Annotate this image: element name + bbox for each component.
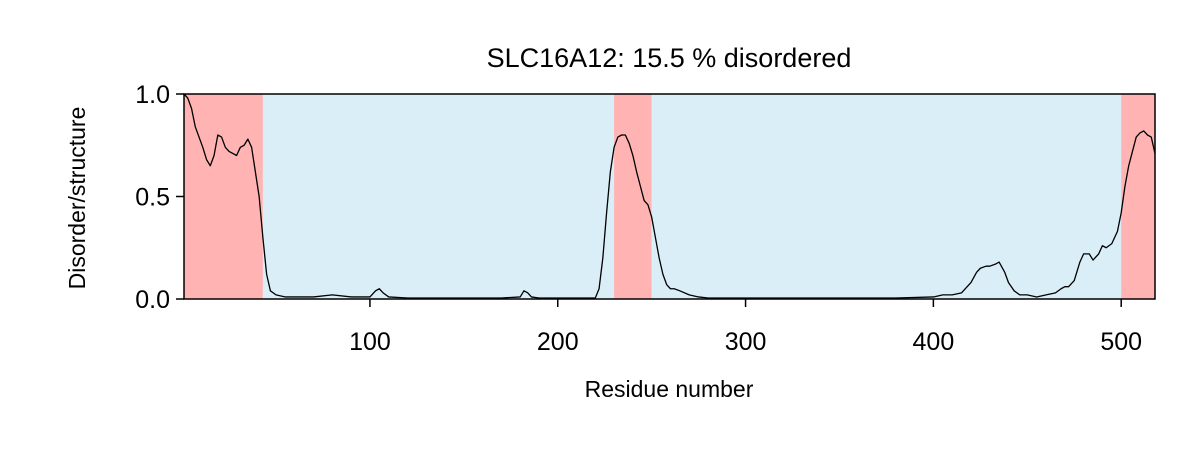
structured-region-band	[262, 94, 615, 299]
chart-title: SLC16A12: 15.5 % disordered	[487, 43, 852, 73]
y-tick-label: 0.5	[135, 184, 170, 212]
x-tick-label: 300	[725, 328, 767, 356]
disordered-region-band	[1121, 94, 1155, 299]
disordered-region-band	[184, 94, 263, 299]
x-axis-label: Residue number	[585, 376, 754, 402]
y-tick-label: 0.0	[135, 286, 170, 314]
y-axis-label: Disorder/structure	[64, 107, 90, 290]
x-tick-label: 100	[349, 328, 391, 356]
region-bands	[184, 94, 1155, 299]
x-tick-label: 400	[913, 328, 955, 356]
x-axis: 100 200 300 400 500	[349, 299, 1142, 356]
x-tick-label: 200	[537, 328, 579, 356]
disorder-score-line	[183, 93, 1156, 299]
y-tick-label: 1.0	[135, 81, 170, 109]
x-tick-label: 500	[1100, 328, 1142, 356]
disordered-region-band	[614, 94, 652, 299]
series-lines	[183, 93, 1156, 299]
structured-region-band	[651, 94, 1122, 299]
y-axis: 0.0 0.5 1.0	[135, 81, 184, 314]
